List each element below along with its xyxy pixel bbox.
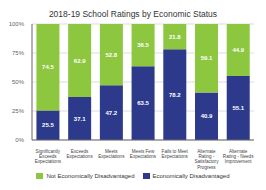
svg-text:62.9: 62.9 — [74, 58, 86, 64]
svg-text:63.5: 63.5 — [137, 100, 149, 106]
svg-text:AlternateRating - NeedsImprove: AlternateRating - NeedsImprovement — [223, 149, 254, 164]
svg-text:78.2: 78.2 — [169, 92, 181, 98]
svg-text:36.5: 36.5 — [137, 42, 149, 48]
svg-text:100%: 100% — [9, 21, 25, 27]
svg-text:MeetsExpectations: MeetsExpectations — [98, 149, 125, 159]
svg-text:21.8: 21.8 — [169, 34, 181, 40]
svg-text:59.1: 59.1 — [201, 55, 213, 61]
html-text:Not Economically Disadvantaged: Not Economically Disadvantaged — [46, 173, 135, 179]
svg-text:Meets FewExpectations: Meets FewExpectations — [130, 149, 157, 159]
svg-text:47.2: 47.2 — [106, 110, 118, 116]
svg-text:ExceedsExpectations: ExceedsExpectations — [66, 149, 93, 159]
html-text:Economically Disadvantaged: Economically Disadvantaged — [152, 173, 230, 179]
svg-text:SignificantlyExceedsExpectatio: SignificantlyExceedsExpectations — [35, 149, 62, 164]
svg-text:Fails to MeetExpectations: Fails to MeetExpectations — [162, 149, 189, 159]
svg-text:52.8: 52.8 — [106, 52, 118, 58]
html-text:2018-19 School Ratings by Econ: 2018-19 School Ratings by Economic Statu… — [48, 9, 218, 19]
svg-text:25.5: 25.5 — [42, 122, 54, 128]
svg-text:AlternateRating -SatisfactoryP: AlternateRating -SatisfactoryProgress — [194, 149, 219, 170]
svg-text:75%: 75% — [12, 50, 25, 56]
svg-text:40.9: 40.9 — [201, 113, 213, 119]
svg-text:50%: 50% — [12, 79, 25, 85]
svg-text:74.5: 74.5 — [42, 64, 54, 70]
svg-text:55.1: 55.1 — [232, 105, 244, 111]
svg-text:25%: 25% — [12, 108, 25, 114]
svg-text:44.9: 44.9 — [232, 47, 244, 53]
svg-text:37.1: 37.1 — [74, 116, 86, 122]
svg-text:0%: 0% — [15, 137, 24, 143]
